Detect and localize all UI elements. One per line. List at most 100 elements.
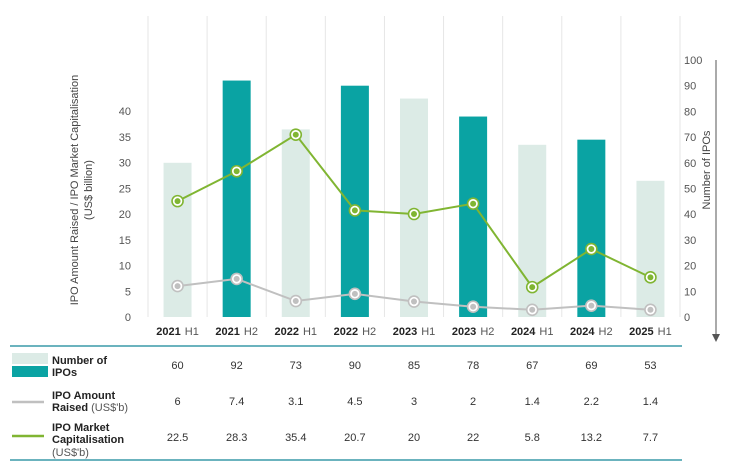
bar-2022-H1 xyxy=(281,129,310,317)
left-axis-tick: 35 xyxy=(119,132,131,144)
left-axis-title: IPO Amount Raised / IPO Market Capitalis… xyxy=(69,75,81,306)
category-year: 2023 xyxy=(393,326,417,338)
cap-legend-unit: (US$'b) xyxy=(52,447,89,459)
table-cell: 28.3 xyxy=(226,432,247,444)
category-half: H2 xyxy=(480,326,494,338)
category-year: 2021 xyxy=(156,326,180,338)
right-axis-tick: 70 xyxy=(684,132,696,144)
category-half: H1 xyxy=(658,326,672,338)
left-axis-tick: 40 xyxy=(119,106,131,118)
market-cap-marker xyxy=(292,131,299,138)
left-axis-tick: 25 xyxy=(119,183,131,195)
category-half: H1 xyxy=(185,326,199,338)
bar-2024-H2 xyxy=(577,139,606,317)
bar-2022-H2 xyxy=(340,85,369,317)
right-axis-tick: 10 xyxy=(684,286,696,298)
right-axis-arrowhead xyxy=(712,334,720,342)
market-cap-marker xyxy=(529,284,536,291)
amount-raised-marker xyxy=(292,298,299,305)
vertical-gridlines xyxy=(147,16,681,317)
bar-2025-H1 xyxy=(636,180,665,317)
amount-legend-label: IPO Amount xyxy=(52,390,115,402)
amount-legend-unit: (US$'b) xyxy=(91,402,128,414)
amount-legend-label-2: Raised (US$'b) xyxy=(52,402,128,414)
table-cell: 2 xyxy=(470,396,476,408)
right-axis-tick: 50 xyxy=(684,184,696,196)
table-cell: 85 xyxy=(408,360,420,372)
amount-raised-marker xyxy=(174,283,181,290)
table-cell: 3 xyxy=(411,396,417,408)
table-cell: 5.8 xyxy=(525,432,540,444)
axes: IPO Amount Raised / IPO Market Capitalis… xyxy=(69,55,720,342)
cap-legend-label: IPO Market xyxy=(52,422,110,434)
ipo-count-bars xyxy=(163,80,665,317)
amount-raised-marker xyxy=(233,275,240,282)
table-cell: 78 xyxy=(467,360,479,372)
category-half: H2 xyxy=(362,326,376,338)
ipos-legend-swatch-dark xyxy=(12,366,48,377)
category-year: 2025 xyxy=(629,326,653,338)
ipos-legend-label-2: IPOs xyxy=(52,367,77,379)
table-cell: 60 xyxy=(171,360,183,372)
bar-2021-H1 xyxy=(163,162,192,317)
right-axis-tick: 100 xyxy=(684,55,702,67)
category-year: 2024 xyxy=(570,326,595,338)
category-label: 2022 H1 xyxy=(275,326,318,338)
category-label: 2022 H2 xyxy=(334,326,377,338)
category-half: H1 xyxy=(539,326,553,338)
market-cap-marker xyxy=(411,211,417,217)
amount-raised-marker xyxy=(351,290,358,297)
market-cap-marker xyxy=(588,246,595,253)
category-label: 2023 H2 xyxy=(452,326,495,338)
category-half: H2 xyxy=(599,326,613,338)
category-year: 2021 xyxy=(215,326,239,338)
left-axis-tick: 20 xyxy=(119,209,131,221)
table-cell: 6 xyxy=(174,396,180,408)
right-axis-tick: 20 xyxy=(684,261,696,273)
table-cell: 73 xyxy=(290,360,302,372)
data-table: Number of IPOs IPO Amount Raised (US$'b)… xyxy=(10,345,682,461)
amount-raised-marker xyxy=(529,306,536,313)
cap-legend-label-2: Capitalisation xyxy=(52,434,124,446)
table-cell: 92 xyxy=(231,360,243,372)
amount-raised-marker xyxy=(588,302,595,309)
category-half: H1 xyxy=(421,326,435,338)
table-cell: 90 xyxy=(349,360,361,372)
table-cell: 7.4 xyxy=(229,396,244,408)
category-half: H1 xyxy=(303,326,317,338)
amount-raised-marker xyxy=(411,298,417,305)
category-labels: 2021 H1 2021 H2 2022 H1 2022 H2 2023 H1 2023 H2 2024… xyxy=(156,326,671,338)
table-cell: 4.5 xyxy=(347,396,362,408)
market-cap-marker xyxy=(351,207,358,214)
right-axis-tick: 40 xyxy=(684,209,696,221)
right-axis-tick: 90 xyxy=(684,81,696,93)
table-cell: 1.4 xyxy=(525,396,540,408)
right-axis-title: Number of IPOs xyxy=(701,130,713,209)
table-cell: 2.2 xyxy=(584,396,599,408)
table-cell: 7.7 xyxy=(643,432,658,444)
category-year: 2024 xyxy=(511,326,536,338)
category-label: 2023 H1 xyxy=(393,326,436,338)
amount-legend-raised: Raised xyxy=(52,402,88,414)
category-year: 2022 xyxy=(334,326,358,338)
left-axis-tick: 5 xyxy=(125,286,131,298)
right-axis-tick: 80 xyxy=(684,106,696,118)
right-axis-tick: 60 xyxy=(684,158,696,170)
left-axis-tick: 10 xyxy=(119,261,131,273)
market-cap-marker xyxy=(233,168,240,175)
market-cap-marker xyxy=(470,200,477,207)
category-half: H2 xyxy=(244,326,258,338)
category-label: 2024 H2 xyxy=(570,326,613,338)
category-label: 2025 H1 xyxy=(629,326,672,338)
category-label: 2024 H1 xyxy=(511,326,554,338)
table-cell: 67 xyxy=(526,360,538,372)
table-cell: 13.2 xyxy=(581,432,602,444)
value-lines xyxy=(171,128,657,317)
table-cell: 3.1 xyxy=(288,396,303,408)
left-axis-title-unit: (US$ billion) xyxy=(83,160,95,220)
right-axis-tick: 30 xyxy=(684,235,696,247)
table-cell: 20 xyxy=(408,432,420,444)
table-cell: 1.4 xyxy=(643,396,658,408)
ipos-legend-label: Number of xyxy=(52,355,107,367)
